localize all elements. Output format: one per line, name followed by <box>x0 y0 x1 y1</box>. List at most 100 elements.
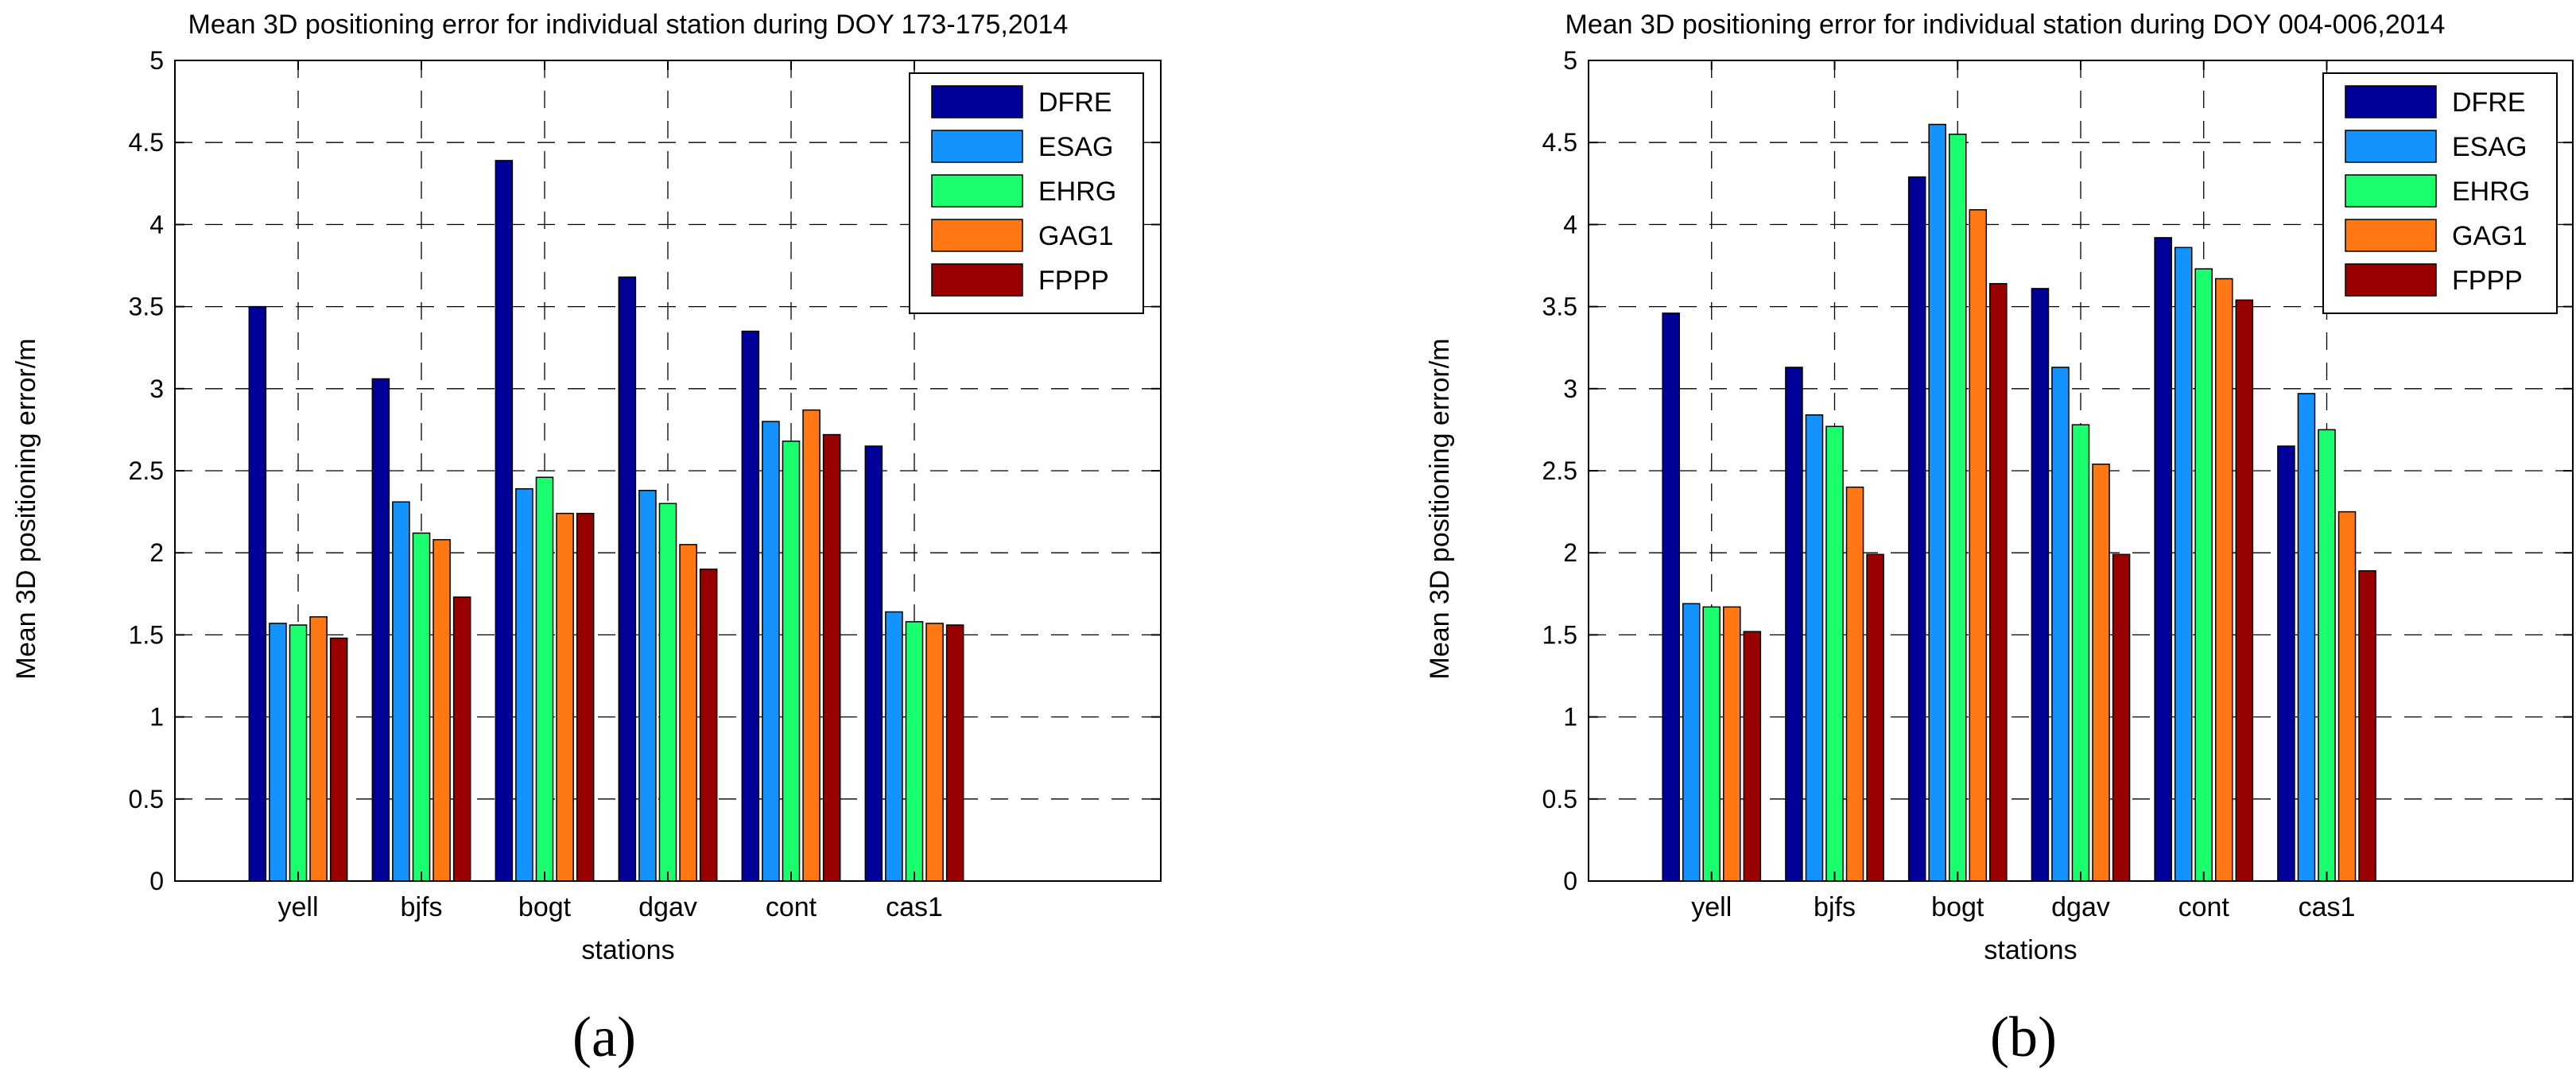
bar-gag1-yell <box>309 615 328 882</box>
legend-swatch-dfre <box>2345 85 2437 118</box>
legend-swatch-gag1 <box>931 219 1023 252</box>
bar-dfre-bogt <box>495 160 514 882</box>
bar-ehrg-dgav <box>658 503 677 882</box>
y-tick-label: 5 <box>149 46 164 75</box>
y-tick-label: 0.5 <box>1542 785 1577 813</box>
bar-ehrg-dgav <box>2071 424 2090 882</box>
bar-ehrg-cont <box>2194 268 2213 882</box>
bar-gag1-dgav <box>679 544 697 882</box>
bar-ehrg-cas1 <box>905 621 924 882</box>
legend-swatch-esag <box>931 130 1023 163</box>
x-tick-label: cont <box>766 892 817 922</box>
x-tick-label: cas1 <box>886 892 943 922</box>
legend-swatch-esag <box>2345 130 2437 163</box>
legend-label-fppp: FPPP <box>1038 266 1109 296</box>
y-ticks: 0 0.5 1 1.5 2 2.5 3 3.5 4 4.5 5 <box>1542 46 2573 895</box>
y-tick-label: 1.5 <box>1542 620 1577 649</box>
legend-label-gag1: GAG1 <box>2452 221 2527 251</box>
bar-dfre-dgav <box>618 276 637 882</box>
y-axis-label: Mean 3D positioning error/m <box>1425 339 1455 680</box>
bar-ehrg-bjfs <box>412 532 431 882</box>
y-tick-label: 3 <box>149 375 164 403</box>
chart-title: Mean 3D positioning error for individual… <box>1565 10 2446 40</box>
bar-fppp-cont <box>2235 299 2254 882</box>
legend-swatch-ehrg <box>931 174 1023 208</box>
x-axis-label: stations <box>581 935 674 965</box>
x-tick-label: dgav <box>638 892 697 922</box>
y-tick-label: 2.5 <box>129 456 164 485</box>
legend-label-esag: ESAG <box>1038 132 1113 162</box>
y-tick-label: 3.5 <box>129 293 164 321</box>
y-tick-label: 5 <box>1563 46 1577 75</box>
x-axis-label: stations <box>1984 935 2077 965</box>
x-tick-label: bogt <box>518 892 572 922</box>
x-tick-label: cont <box>2178 892 2230 922</box>
y-tick-label: 4.5 <box>129 128 164 157</box>
y-tick-label: 0 <box>149 867 164 895</box>
y-tick-label: 2.5 <box>1542 456 1577 485</box>
panel-label: (b) <box>1990 1005 2057 1069</box>
bar-gag1-cont <box>802 409 821 882</box>
legend: DFRE ESAG EHRG GAG1 FPPP <box>2322 72 2558 314</box>
legend-swatch-ehrg <box>2345 174 2437 208</box>
y-tick-label: 4 <box>1563 210 1577 239</box>
bar-dfre-cont <box>741 330 760 882</box>
bar-esag-cont <box>762 421 780 882</box>
legend-label-esag: ESAG <box>2452 132 2527 162</box>
chart-panel-a: Mean 3D positioning error for individual… <box>11 10 1162 1069</box>
y-tick-label: 1 <box>1563 703 1577 732</box>
x-tick-label: bjfs <box>401 892 443 922</box>
bar-gag1-bjfs <box>433 538 451 882</box>
bar-fppp-dgav <box>699 569 718 882</box>
bar-dfre-bjfs <box>371 378 390 882</box>
bar-dfre-dgav <box>2031 288 2050 882</box>
legend-label-dfre: DFRE <box>1038 87 1112 118</box>
legend-swatch-fppp <box>931 263 1023 297</box>
bar-esag-cont <box>2174 247 2193 882</box>
bar-esag-yell <box>1682 603 1701 882</box>
legend-label-ehrg: EHRG <box>1038 177 1116 207</box>
bar-dfre-cas1 <box>2277 445 2295 882</box>
bar-esag-cas1 <box>885 611 903 882</box>
bar-ehrg-bogt <box>535 476 554 882</box>
bar-esag-yell <box>269 623 287 882</box>
bar-fppp-yell <box>1743 631 1762 882</box>
bar-fppp-yell <box>329 637 348 882</box>
x-ticks: yell bjfs bogt dgav cont cas1 <box>277 60 943 922</box>
y-tick-label: 3 <box>1563 375 1577 403</box>
bar-fppp-cont <box>822 433 841 882</box>
legend-swatch-dfre <box>931 85 1023 118</box>
legend-label-gag1: GAG1 <box>1038 221 1113 251</box>
x-tick-label: yell <box>277 892 318 922</box>
bar-dfre-cas1 <box>864 445 883 882</box>
x-tick-label: bjfs <box>1814 892 1856 922</box>
bar-esag-dgav <box>638 490 657 882</box>
x-ticks: yell bjfs bogt dgav cont cas1 <box>1691 60 2355 922</box>
bar-esag-bogt <box>515 487 533 882</box>
y-tick-label: 2 <box>1563 538 1577 567</box>
y-ticks: 0 0.5 1 1.5 2 2.5 3 3.5 4 4.5 5 <box>129 46 1161 895</box>
bar-ehrg-bogt <box>1948 134 1967 882</box>
bar-ehrg-bjfs <box>1825 425 1844 882</box>
bar-dfre-bjfs <box>1785 367 1803 882</box>
bar-gag1-cas1 <box>2337 511 2357 882</box>
bar-ehrg-cas1 <box>2318 429 2336 882</box>
bar-ehrg-yell <box>1702 606 1721 882</box>
bar-dfre-bogt <box>1907 176 1926 882</box>
bar-ehrg-yell <box>289 624 308 882</box>
bar-esag-bjfs <box>392 501 410 882</box>
bar-gag1-cas1 <box>925 623 944 882</box>
bar-esag-dgav <box>2051 367 2070 882</box>
bar-dfre-yell <box>1662 313 1680 882</box>
x-tick-label: bogt <box>1931 892 1984 922</box>
y-axis-label: Mean 3D positioning error/m <box>11 339 41 680</box>
y-tick-label: 0 <box>1563 867 1577 895</box>
bar-fppp-bogt <box>1989 282 2008 882</box>
bar-fppp-bjfs <box>452 596 471 882</box>
bar-gag1-dgav <box>2092 463 2110 882</box>
bar-fppp-cas1 <box>945 624 964 882</box>
bar-dfre-cont <box>2154 237 2172 882</box>
y-tick-label: 2 <box>149 538 164 567</box>
x-tick-label: cas1 <box>2299 892 2356 922</box>
bar-gag1-bogt <box>1969 209 1988 882</box>
